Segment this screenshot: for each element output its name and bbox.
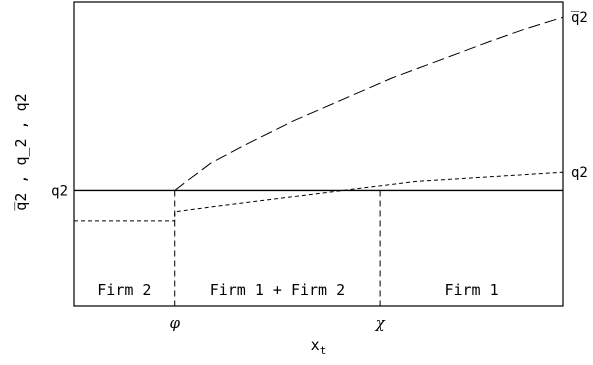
x-tick-label-0: φ — [169, 314, 180, 332]
plot-frame — [73, 1, 564, 307]
x-tick-label-1: χ — [375, 314, 386, 332]
series-end-label-lower: q2 — [571, 165, 588, 181]
x-axis-label-subscript: t — [320, 344, 327, 357]
x-axis-label: xt — [311, 336, 327, 357]
series-line-upper — [174, 16, 564, 191]
series-end-label-upper: q̅2 — [571, 10, 588, 26]
region-label-1: Firm 1 + Firm 2 — [210, 281, 345, 299]
region-label-0: Firm 2 — [97, 281, 151, 299]
y-axis-label: q̅2 , q̲2 , q2 — [12, 93, 30, 210]
level-label-q2: q2 — [51, 183, 68, 199]
series-line-lower — [74, 171, 564, 222]
region-label-2: Firm 1 — [444, 281, 498, 299]
